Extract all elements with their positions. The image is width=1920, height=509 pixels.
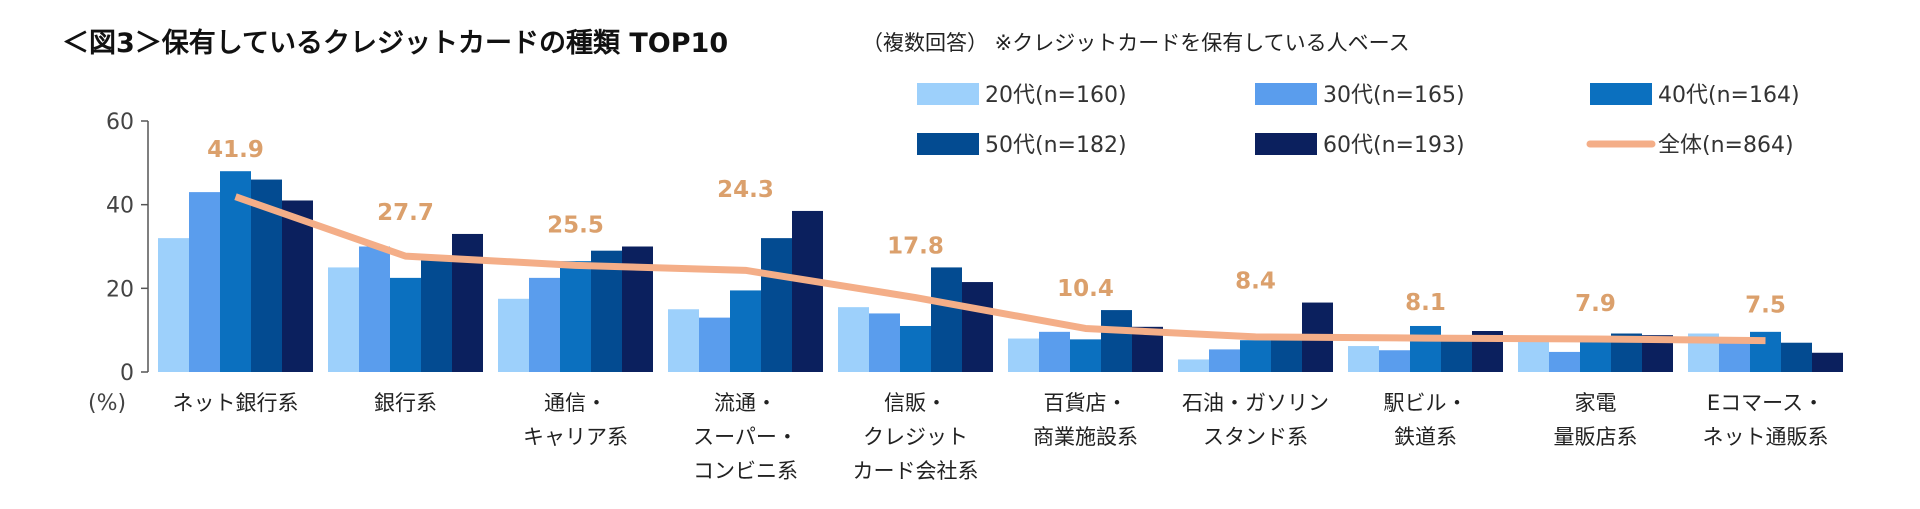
bar <box>421 259 452 372</box>
data-label: 27.7 <box>377 200 434 226</box>
category-label: 量販店系 <box>1554 425 1638 449</box>
category-label: クレジット <box>863 425 968 449</box>
bar <box>1410 325 1441 372</box>
data-label: 8.1 <box>1405 290 1446 316</box>
category-label: 流通・ <box>714 391 777 415</box>
legend-swatch <box>917 83 979 105</box>
category-label: コンビニ系 <box>693 459 798 483</box>
bar <box>560 261 591 372</box>
bar <box>1039 331 1070 372</box>
data-label: 17.8 <box>887 233 944 259</box>
y-tick-label: 40 <box>106 194 134 219</box>
bar <box>1240 340 1271 372</box>
bar <box>1518 338 1549 372</box>
legend-label: 全体(n=864) <box>1658 133 1794 158</box>
data-label: 10.4 <box>1057 276 1114 302</box>
data-label: 25.5 <box>547 213 604 239</box>
bar <box>699 317 730 372</box>
y-tick-label: 20 <box>106 277 134 302</box>
bar <box>591 250 622 372</box>
category-label: Eコマース・ <box>1707 391 1824 415</box>
category-labels: ネット銀行系 銀行系 通信・キャリア系 流通・スーパー・コンビニ系 信販・クレジットカー… <box>173 391 1829 483</box>
bar <box>1209 349 1240 372</box>
data-label: 7.9 <box>1575 291 1616 317</box>
bar <box>390 277 421 372</box>
bar <box>1008 338 1039 372</box>
data-label: 24.3 <box>717 177 774 203</box>
y-tick-label: 60 <box>106 110 134 135</box>
bar <box>838 307 869 372</box>
category-label: カード会社系 <box>853 459 979 483</box>
data-label: 7.5 <box>1745 293 1786 319</box>
legend-label: 30代(n=165) <box>1323 83 1465 108</box>
total-line: 41.9 27.7 25.5 24.3 17.8 10.4 8.4 8.1 7.9 7.5 <box>207 137 1786 345</box>
legend-swatch <box>1590 83 1652 105</box>
total-line-path <box>234 193 1766 345</box>
bar <box>1441 336 1472 372</box>
bar <box>730 290 761 372</box>
legend-label: 20代(n=160) <box>985 83 1127 108</box>
bar <box>498 298 529 372</box>
category-label: 通信・ <box>544 391 607 415</box>
bar <box>359 246 390 372</box>
category-label: 石油・ガソリン <box>1182 391 1329 415</box>
bar <box>792 210 823 372</box>
bar <box>282 200 313 372</box>
bar <box>158 238 189 372</box>
bar <box>529 277 560 372</box>
data-label: 41.9 <box>207 137 264 163</box>
legend-label: 40代(n=164) <box>1658 83 1800 108</box>
data-label: 8.4 <box>1235 269 1276 295</box>
bar <box>668 309 699 372</box>
category-label: 家電 <box>1575 391 1617 415</box>
bar <box>1348 346 1379 372</box>
bar <box>761 238 792 372</box>
category-label: 銀行系 <box>374 391 437 415</box>
bar <box>962 282 993 372</box>
bar <box>1549 351 1580 372</box>
chart-title: ＜図3＞保有しているクレジットカードの種類 TOP10 <box>62 28 728 59</box>
bar <box>452 233 483 372</box>
category-label: キャリア系 <box>523 425 628 449</box>
legend: 20代(n=160) 30代(n=165) 40代(n=164) 50代(n=182)… <box>917 83 1800 158</box>
bar <box>869 313 900 372</box>
category-label: 百貨店・ <box>1044 391 1128 415</box>
bar <box>220 171 251 372</box>
y-tick-label: 0 <box>120 361 134 386</box>
bar <box>1271 340 1302 372</box>
bar <box>931 267 962 372</box>
category-label: スーパー・ <box>693 425 798 449</box>
bar <box>1178 359 1209 372</box>
category-label: 駅ビル・ <box>1384 391 1468 415</box>
legend-label: 60代(n=193) <box>1323 133 1465 158</box>
bar <box>189 192 220 372</box>
legend-label: 50代(n=182) <box>985 133 1127 158</box>
bar <box>1070 339 1101 372</box>
category-label: 鉄道系 <box>1394 425 1457 449</box>
category-label: ネット銀行系 <box>173 391 299 415</box>
legend-swatch <box>1255 133 1317 155</box>
legend-swatch <box>917 133 979 155</box>
bar <box>1812 352 1843 372</box>
chart-subtitle: （複数回答） ※クレジットカードを保有している人ベース <box>862 31 1410 55</box>
y-axis-unit: (%) <box>88 391 126 416</box>
category-label: ネット通販系 <box>1703 425 1829 449</box>
y-axis: 0 20 40 60 <box>106 110 149 386</box>
category-label: 商業施設系 <box>1033 425 1138 449</box>
category-label: スタンド系 <box>1203 425 1308 449</box>
bar <box>1781 342 1812 372</box>
bar <box>328 267 359 372</box>
bar <box>1719 338 1750 372</box>
bar <box>900 325 931 372</box>
bar <box>1580 340 1611 372</box>
legend-swatch <box>1255 83 1317 105</box>
bar <box>1379 350 1410 372</box>
bar <box>1101 310 1132 372</box>
category-label: 信販・ <box>884 391 947 415</box>
